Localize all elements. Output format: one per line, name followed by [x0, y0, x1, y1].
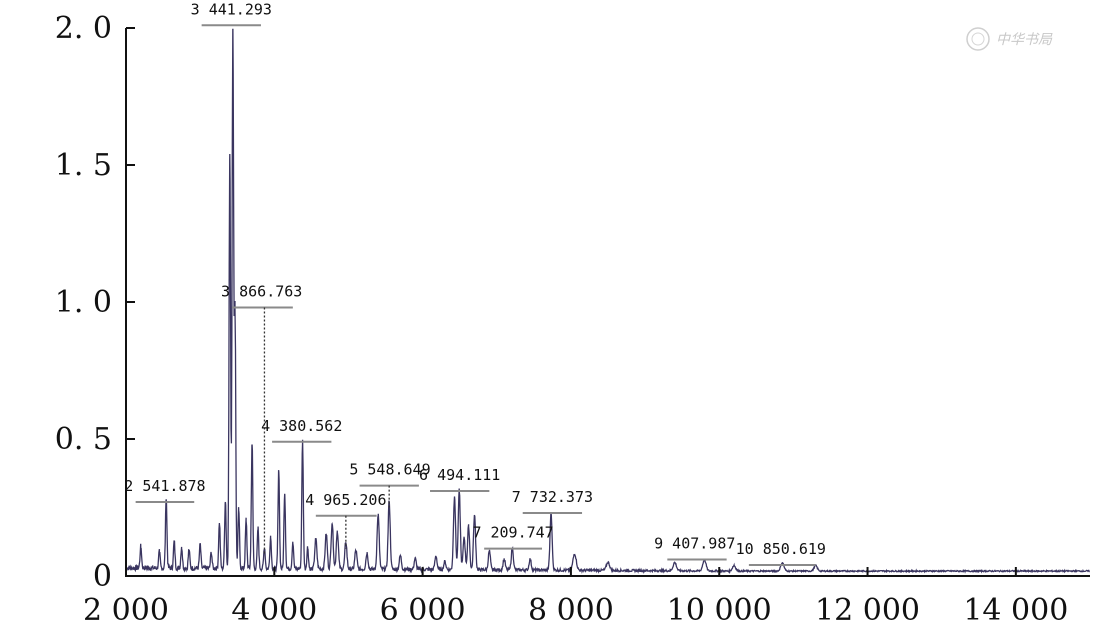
- peak-annotation-4: 4 965.206: [305, 491, 387, 549]
- annotation-label: 6 494.111: [419, 466, 500, 484]
- watermark-seal-inner-icon: [971, 32, 985, 46]
- annotation-label: 4 965.206: [305, 491, 386, 509]
- annotation-label: 4 380.562: [261, 417, 342, 435]
- peak-annotations: 2 541.878 3 441.293 3 866.763 4 380.562 4 96…: [124, 0, 826, 567]
- watermark-seal-icon: [966, 27, 990, 51]
- annotation-label: 9 407.987: [654, 535, 735, 553]
- peak-point-49: [674, 567, 676, 569]
- x-tick-label: 2 000: [83, 593, 169, 628]
- peak-annotation-0: 2 541.878: [124, 477, 206, 504]
- peak-annotation-9: 9 407.987: [654, 535, 735, 561]
- peak-annotation-1: 3 441.293: [191, 0, 272, 27]
- annotation-label: 7 209.747: [472, 524, 553, 542]
- annotation-label: 7 732.373: [512, 488, 593, 506]
- x-tick-label: 14 000: [963, 593, 1068, 628]
- y-tick-label: 2. 0: [55, 11, 112, 46]
- x-tick-label: 12 000: [815, 593, 920, 628]
- peak-annotation-2: 3 866.763: [221, 283, 302, 555]
- spectrum-series-line: [125, 28, 1090, 575]
- peak-annotation-7: 7 209.747: [472, 524, 554, 550]
- peak-annotation-3: 4 380.562: [261, 417, 342, 443]
- peak-annotation-10: 10 850.619: [736, 540, 826, 567]
- x-tick-label: 8 000: [528, 593, 614, 628]
- y-tick-label: 1. 5: [55, 148, 112, 183]
- watermark: 中华书局: [966, 27, 1053, 51]
- annotation-label: 3 441.293: [191, 0, 272, 18]
- axes: 0 0. 5 1. 0 1. 5 2. 0 2 000 4 000 6 000 8 000 10 …: [55, 11, 1090, 628]
- y-tick-label: 1. 0: [55, 285, 112, 320]
- peak-point-48: [607, 567, 609, 569]
- watermark-text: 中华书局: [996, 32, 1053, 48]
- peak-annotation-6: 6 494.111: [419, 466, 500, 493]
- peak-point-36: [444, 567, 446, 569]
- peak-annotation-5: 5 548.649: [349, 461, 431, 508]
- annotation-label: 3 866.763: [221, 283, 302, 301]
- peak-point-53: [815, 570, 817, 572]
- annotation-label: 5 548.649: [349, 461, 430, 479]
- x-tick-label: 4 000: [231, 593, 317, 628]
- y-tick-label: 0: [93, 559, 112, 594]
- peak-point-51: [733, 570, 735, 572]
- peak-point-50: [704, 564, 706, 566]
- y-tick-label: 0. 5: [55, 422, 112, 457]
- annotation-label: 10 850.619: [736, 540, 826, 558]
- peak-annotation-8: 7 732.373: [512, 488, 593, 514]
- x-tick-label: 6 000: [380, 593, 466, 628]
- x-tick-label: 10 000: [667, 593, 772, 628]
- peak-point-52: [782, 567, 784, 569]
- annotation-label: 2 541.878: [124, 477, 205, 495]
